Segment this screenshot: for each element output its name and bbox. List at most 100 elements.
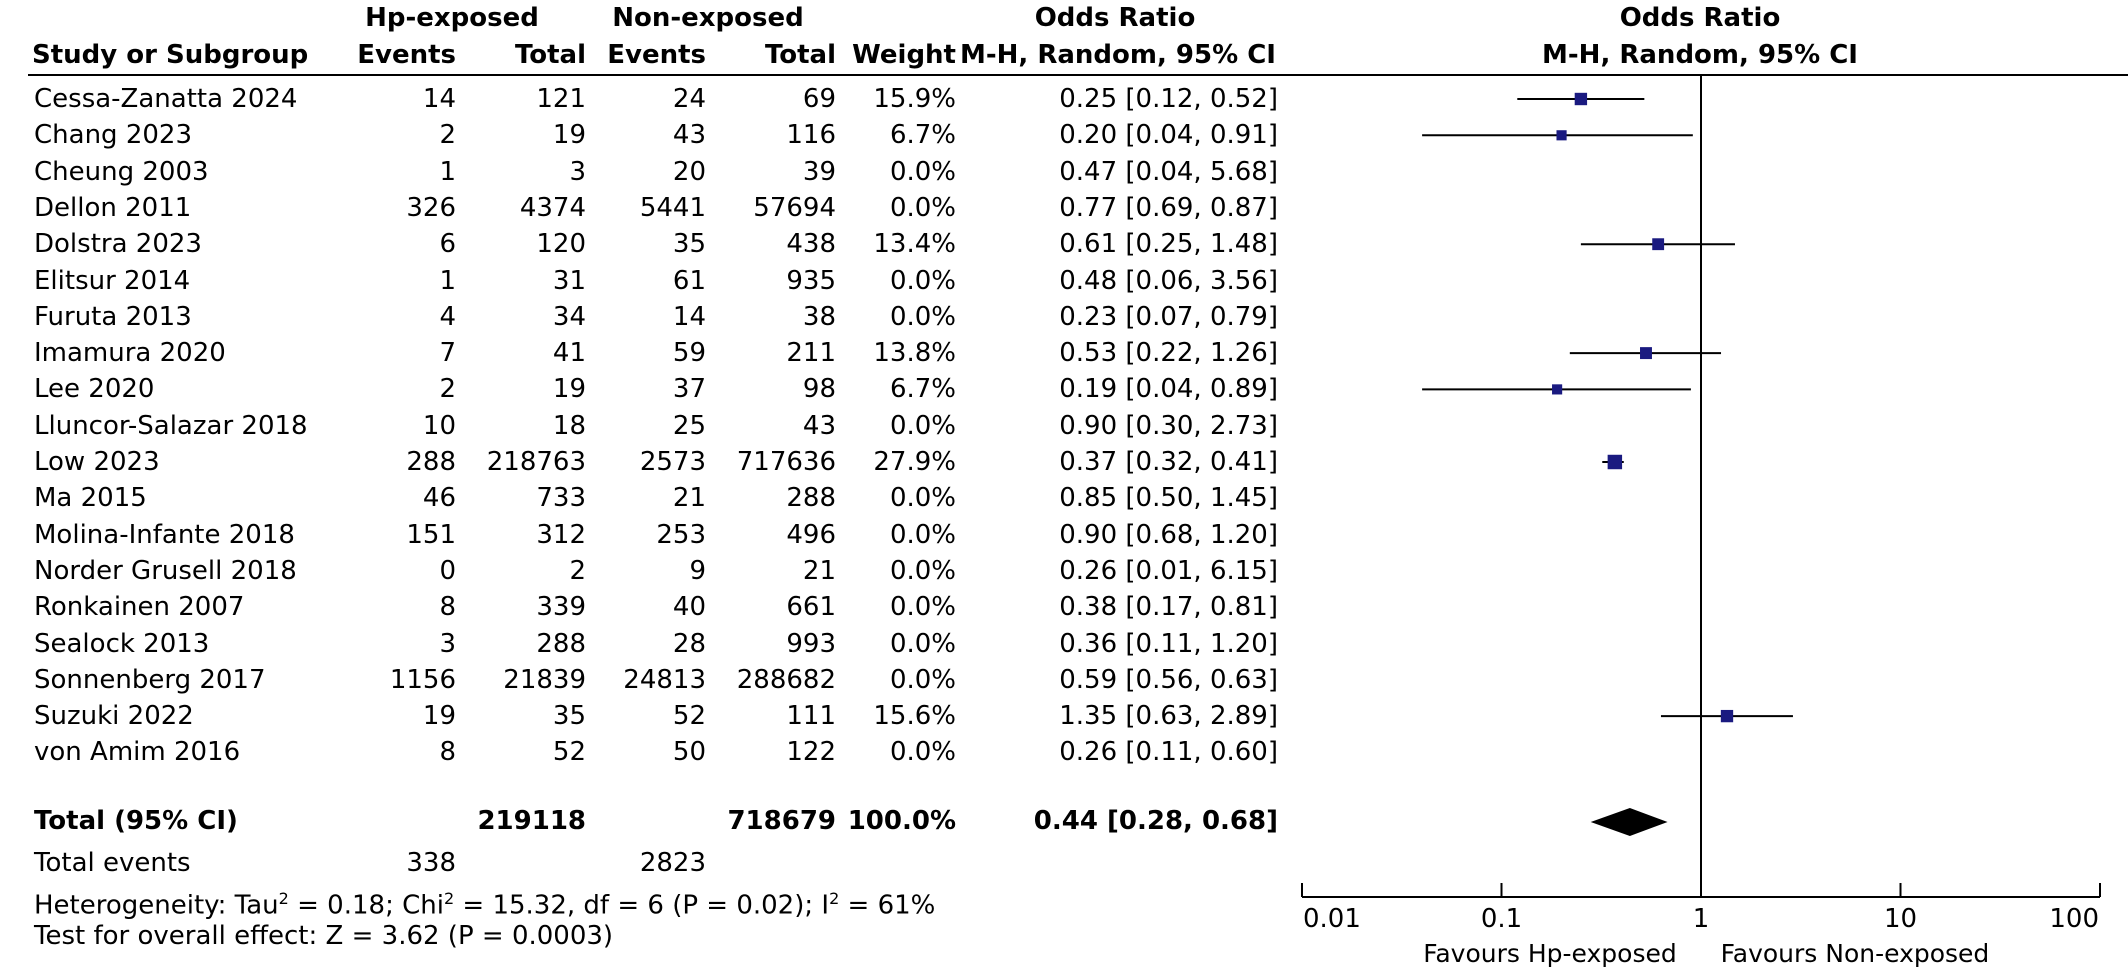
events-hp: 46 (422, 483, 456, 514)
events-hp: 8 (439, 592, 456, 623)
study-marker (1552, 384, 1563, 395)
events-hp: 2 (439, 374, 456, 405)
weight: 0.0% (889, 628, 956, 659)
favours-left-label: Favours Hp-exposed (1423, 939, 1677, 968)
total-events-non: 2823 (639, 848, 706, 878)
study-marker (1652, 238, 1665, 251)
weight: 15.6% (873, 701, 956, 732)
total-non: 661 (786, 592, 836, 623)
events-non: 25 (672, 410, 706, 441)
total-non: 935 (786, 265, 836, 296)
events-non: 5441 (639, 192, 706, 223)
study-name: Lee 2020 (34, 374, 155, 405)
total-non: 69 (802, 84, 836, 114)
events-non: 20 (672, 156, 706, 187)
events-non: 43 (672, 120, 706, 151)
events-hp: 3 (439, 628, 456, 659)
or-ci: 0.36 [0.11, 1.20] (1059, 628, 1278, 659)
total-hp: 31 (552, 265, 586, 296)
events-non: 40 (672, 592, 706, 623)
study-name: Dellon 2011 (34, 192, 192, 223)
events-non: 28 (672, 628, 706, 659)
weight: 0.0% (889, 156, 956, 187)
weight: 0.0% (889, 592, 956, 623)
study-name: von Amim 2016 (34, 737, 241, 768)
weight: 6.7% (889, 120, 956, 151)
or-ci: 0.48 [0.06, 3.56] (1059, 265, 1278, 296)
weight: 0.0% (889, 737, 956, 768)
weight: 15.9% (873, 84, 956, 114)
total-non: 98 (802, 374, 836, 405)
or-ci: 0.26 [0.01, 6.15] (1059, 555, 1278, 586)
weight: 13.8% (873, 338, 956, 369)
events-non: 2573 (639, 447, 706, 477)
or-column-title: Odds Ratio (1034, 3, 1196, 33)
events-non: 52 (672, 701, 706, 732)
events-hp: 1156 (389, 664, 456, 695)
total-hp: 52 (552, 737, 586, 768)
weight: 27.9% (873, 447, 956, 477)
study-name: Norder Grusell 2018 (34, 555, 297, 586)
total-or-ci: 0.44 [0.28, 0.68] (1033, 806, 1278, 836)
or-ci: 0.38 [0.17, 0.81] (1059, 592, 1278, 623)
total-hp: 312 (536, 519, 586, 550)
col-header-or: M-H, Random, 95% CI (960, 40, 1276, 70)
study-name: Cheung 2003 (34, 156, 209, 187)
total-events-label: Total events (34, 848, 191, 878)
total-hp: 121 (536, 84, 586, 114)
total-hp: 120 (536, 229, 586, 260)
plot-subtitle: M-H, Random, 95% CI (1542, 40, 1858, 70)
total-hp: 41 (552, 338, 586, 369)
study-name: Furuta 2013 (34, 301, 192, 332)
heterogeneity-text: Heterogeneity: Tau2 = 0.18; Chi2 = 15.32… (34, 889, 936, 921)
study-name: Dolstra 2023 (34, 229, 202, 260)
or-ci: 0.59 [0.56, 0.63] (1059, 664, 1278, 695)
total-label: Total (95% CI) (34, 806, 238, 836)
group-header-non-exposed: Non-exposed (612, 3, 804, 33)
x-tick-label: 100 (2049, 904, 2099, 934)
or-ci: 0.85 [0.50, 1.45] (1059, 483, 1278, 514)
total-non: 438 (786, 229, 836, 260)
or-ci: 0.61 [0.25, 1.48] (1059, 229, 1278, 260)
pooled-diamond (1590, 808, 1668, 836)
col-header-study: Study or Subgroup (32, 40, 309, 70)
total-hp: 218763 (486, 447, 586, 477)
events-hp: 4 (439, 301, 456, 332)
total-hp: 2 (569, 555, 586, 586)
study-name: Ronkainen 2007 (34, 592, 245, 623)
total-weight: 100.0% (847, 806, 956, 836)
x-tick-label: 1 (1693, 904, 1710, 934)
study-name: Imamura 2020 (34, 338, 226, 369)
weight: 13.4% (873, 229, 956, 260)
group-header-hp-exposed: Hp-exposed (365, 3, 539, 33)
events-hp: 6 (439, 229, 456, 260)
study-marker (1720, 709, 1734, 723)
or-ci: 0.90 [0.68, 1.20] (1059, 519, 1278, 550)
col-header-events-hp: Events (357, 40, 456, 70)
events-hp: 8 (439, 737, 456, 768)
col-header-total-non: Total (764, 40, 836, 70)
total-non: 288682 (736, 664, 836, 695)
study-name: Sonnenberg 2017 (34, 664, 266, 695)
total-hp: 19 (552, 120, 586, 151)
or-ci: 0.77 [0.69, 0.87] (1059, 192, 1278, 223)
study-name: Molina-Infante 2018 (34, 519, 295, 550)
events-hp: 0 (439, 555, 456, 586)
or-ci: 0.23 [0.07, 0.79] (1059, 301, 1278, 332)
total-non: 496 (786, 519, 836, 550)
or-ci: 0.19 [0.04, 0.89] (1059, 374, 1278, 405)
total-non: 38 (802, 301, 836, 332)
header-rule (28, 74, 2128, 76)
events-non: 24813 (623, 664, 706, 695)
total-non: 116 (786, 120, 836, 151)
total-hp: 733 (536, 483, 586, 514)
events-hp: 19 (422, 701, 456, 732)
study-name: Elitsur 2014 (34, 265, 191, 296)
weight: 0.0% (889, 301, 956, 332)
events-hp: 1 (439, 156, 456, 187)
or-ci: 0.53 [0.22, 1.26] (1059, 338, 1278, 369)
or-ci: 0.25 [0.12, 0.52] (1059, 84, 1278, 114)
total-hp: 219118 (477, 806, 586, 836)
total-non: 21 (802, 555, 836, 586)
events-hp: 1 (439, 265, 456, 296)
